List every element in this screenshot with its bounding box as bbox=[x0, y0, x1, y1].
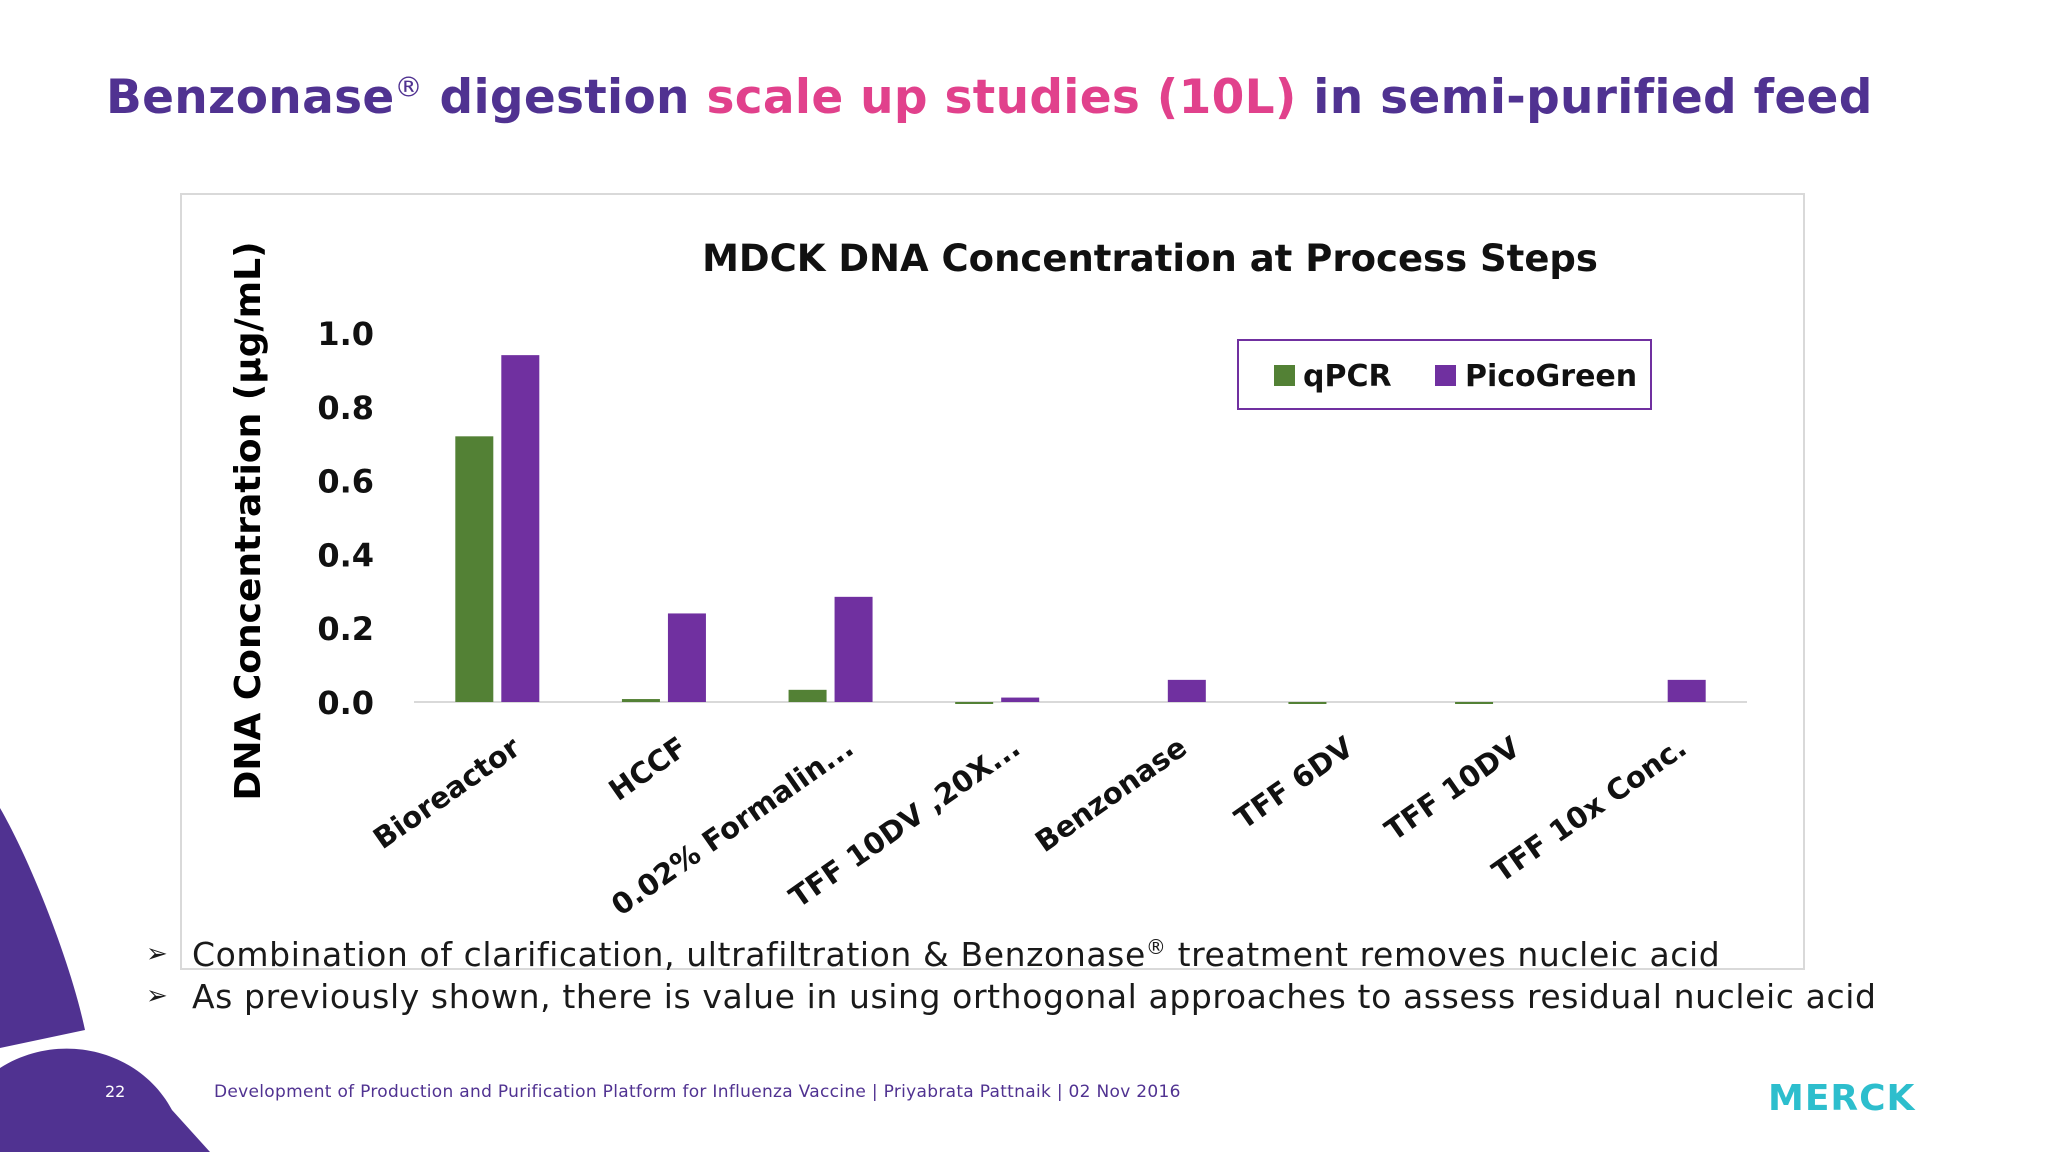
bullet-item-2: ➢ As previously shown, there is value in… bbox=[146, 975, 1877, 1017]
bar-qpcr bbox=[955, 702, 994, 704]
bar-picogreen bbox=[1667, 679, 1706, 702]
bar-picogreen bbox=[1001, 697, 1040, 702]
y-tick-label: 0.8 bbox=[317, 389, 374, 427]
bullet-reg-mark: ® bbox=[1145, 934, 1167, 959]
x-tick-label: HCCF bbox=[602, 730, 692, 808]
legend-swatch-picogreen bbox=[1435, 365, 1456, 386]
page-number: 22 bbox=[105, 1082, 126, 1101]
bar-picogreen bbox=[667, 613, 706, 702]
arrow-bullet-icon: ➢ bbox=[146, 939, 169, 969]
bar-picogreen bbox=[1167, 679, 1206, 702]
bullet-list: ➢ Combination of clarification, ultrafil… bbox=[146, 933, 1877, 1017]
y-tick-label: 1.0 bbox=[317, 315, 374, 353]
title-part1: Benzonase bbox=[106, 70, 395, 125]
chart-title: MDCK DNA Concentration at Process Steps bbox=[702, 237, 1598, 280]
title-reg-mark: ® bbox=[394, 70, 423, 104]
y-tick-label: 0.6 bbox=[317, 463, 374, 501]
bar-qpcr bbox=[1455, 702, 1494, 704]
merck-logo: MERCK bbox=[1768, 1078, 1916, 1119]
bar-qpcr bbox=[1288, 702, 1327, 704]
chart-frame: MDCK DNA Concentration at Process Steps D… bbox=[180, 193, 1805, 970]
legend-box bbox=[1237, 339, 1652, 410]
bar-qpcr bbox=[621, 699, 660, 702]
y-tick-label: 0.0 bbox=[317, 684, 374, 722]
bullet-text: As previously shown, there is value in u… bbox=[192, 976, 1877, 1016]
arrow-bullet-icon: ➢ bbox=[146, 981, 169, 1011]
legend-swatch-qpcr bbox=[1274, 365, 1295, 386]
x-tick-label: Bioreactor bbox=[367, 729, 527, 855]
bar-qpcr bbox=[455, 436, 494, 702]
footer-text: Development of Production and Purificati… bbox=[214, 1082, 1181, 1102]
bullet-text: Combination of clarification, ultrafiltr… bbox=[192, 935, 1720, 974]
bullet-text-part: Combination of clarification, ultrafiltr… bbox=[192, 934, 1146, 974]
y-tick-label: 0.2 bbox=[317, 610, 374, 648]
x-tick-label: TFF 6DV bbox=[1228, 730, 1360, 836]
bar-picogreen bbox=[834, 596, 873, 702]
title-part3: in semi-purified feed bbox=[1296, 70, 1873, 125]
x-tick-label: Benzonase bbox=[1029, 730, 1193, 859]
title-part2: digestion bbox=[422, 70, 707, 125]
legend-label-qpcr: qPCR bbox=[1303, 359, 1392, 394]
bullet-item-1: ➢ Combination of clarification, ultrafil… bbox=[146, 933, 1877, 975]
y-tick-label: 0.4 bbox=[317, 536, 374, 574]
bullet-text-part: treatment removes nucleic acid bbox=[1166, 934, 1721, 974]
title-highlight: scale up studies (10L) bbox=[706, 70, 1297, 125]
dna-concentration-chart: MDCK DNA Concentration at Process Steps D… bbox=[228, 237, 1747, 922]
x-tick-label: TFF 10DV bbox=[1378, 730, 1526, 848]
y-axis-label: DNA Concentration (µg/mL) bbox=[228, 241, 269, 800]
slide-title: Benzonase® digestion scale up studies (1… bbox=[106, 70, 1873, 125]
legend-label-picogreen: PicoGreen bbox=[1465, 359, 1637, 394]
bar-qpcr bbox=[788, 689, 827, 702]
bar-picogreen bbox=[501, 355, 540, 702]
